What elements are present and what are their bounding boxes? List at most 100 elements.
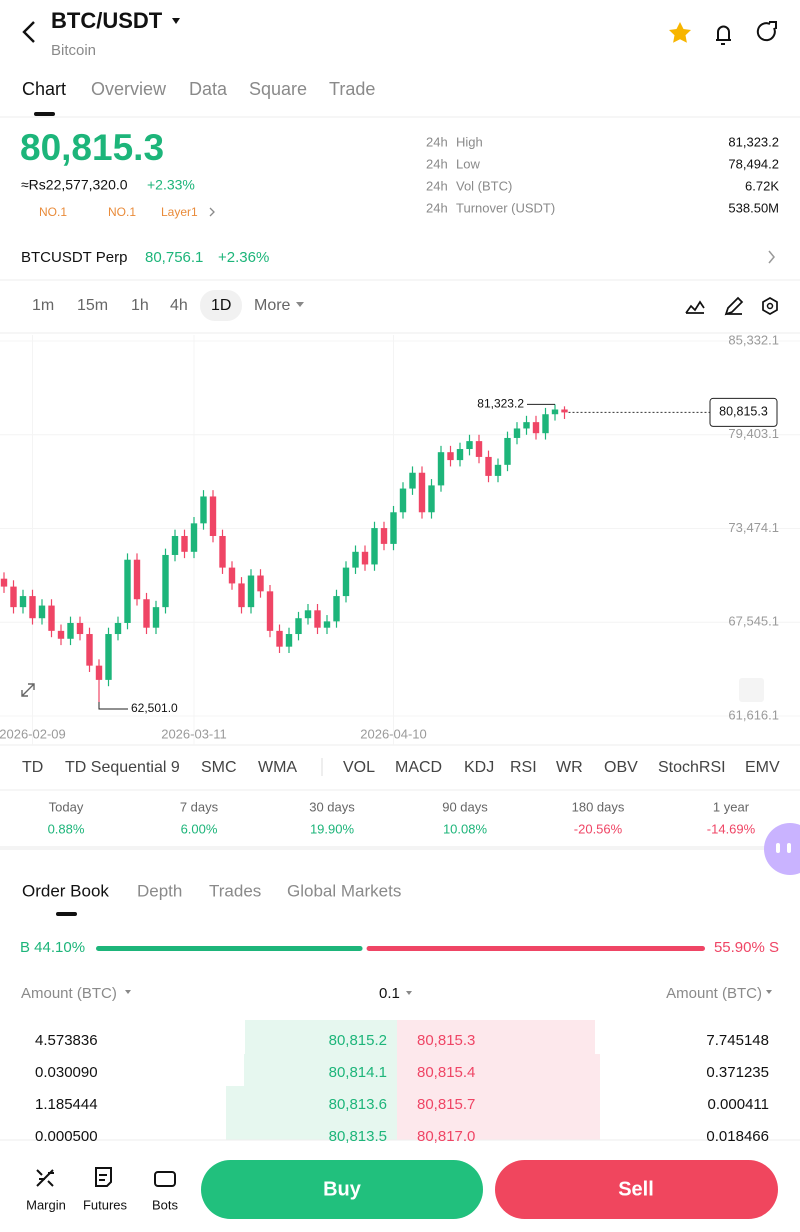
book-cell: 0.000411: [708, 1096, 769, 1113]
timeframe[interactable]: 1D: [211, 297, 231, 314]
candle-body: [371, 528, 378, 565]
pair-dropdown[interactable]: [172, 18, 180, 24]
candle-body: [418, 472, 426, 513]
column-header[interactable]: Amount (BTC): [666, 985, 762, 1002]
bots-icon[interactable]: [154, 1171, 176, 1187]
sell-label[interactable]: Sell: [618, 1178, 654, 1200]
candle-body: [323, 621, 331, 628]
perf-period: Today: [49, 799, 84, 814]
book-tab[interactable]: Depth: [137, 881, 182, 900]
book-tab[interactable]: Order Book: [22, 881, 109, 900]
tag-chevron[interactable]: [209, 207, 215, 217]
x-tick-label: 2026-03-11: [161, 726, 227, 741]
candle-body: [342, 567, 350, 597]
stat-value: 6.72K: [745, 178, 779, 193]
candle-body: [86, 634, 93, 666]
candle-body: [390, 512, 397, 544]
tab[interactable]: Square: [249, 79, 307, 99]
tab[interactable]: Overview: [91, 79, 167, 99]
assistant-bubble[interactable]: [764, 823, 800, 875]
back-button[interactable]: [22, 21, 35, 43]
book-cell: 80,815.7: [417, 1096, 475, 1113]
timeframe[interactable]: 15m: [77, 297, 108, 314]
candle-body: [399, 488, 407, 513]
auto-scale-button[interactable]: [739, 678, 764, 702]
bid-depth: [226, 1086, 397, 1118]
stat-name: Low: [456, 156, 480, 171]
candle-body: [152, 607, 160, 628]
candle-body: [95, 665, 103, 680]
stat-value: 538.50M: [728, 200, 779, 215]
indicator[interactable]: TD: [22, 759, 43, 776]
assistant-eye: [787, 843, 791, 853]
sell-ratio-label: 55.90% S: [714, 939, 779, 956]
sell-button[interactable]: [495, 1160, 778, 1219]
book-tab[interactable]: Trades: [209, 881, 261, 900]
indicator[interactable]: WR: [556, 759, 583, 776]
favorite-star[interactable]: [669, 22, 691, 43]
indicator[interactable]: RSI: [510, 759, 537, 776]
rank-tag: NO.1: [108, 205, 136, 219]
book-cell: 0.018466: [706, 1128, 769, 1145]
stat-period: 24h: [426, 156, 448, 171]
perf-value: 19.90%: [310, 821, 355, 836]
indicator-icon[interactable]: [685, 300, 705, 314]
nav-label[interactable]: Bots: [152, 1197, 179, 1212]
nav-label[interactable]: Futures: [83, 1197, 128, 1212]
book-tab[interactable]: Global Markets: [287, 881, 401, 900]
candle-body: [542, 414, 549, 434]
indicator[interactable]: StochRSI: [658, 759, 726, 776]
indicator[interactable]: WMA: [258, 759, 297, 776]
indicator[interactable]: TD Sequential 9: [65, 759, 180, 776]
column-header[interactable]: 0.1: [379, 985, 400, 1002]
indicator[interactable]: EMV: [745, 759, 780, 776]
indicator[interactable]: VOL: [343, 759, 375, 776]
bid-depth: [245, 1020, 397, 1060]
more-dropdown: [296, 302, 304, 307]
y-tick-label: 73,474.1: [728, 520, 779, 535]
settings-icon[interactable]: [762, 297, 778, 315]
last-price-label: 80,815.3: [719, 405, 768, 419]
x-tick-label: 2026-04-10: [360, 726, 427, 741]
tab[interactable]: Data: [189, 79, 228, 99]
book-cell: 80,813.6: [329, 1096, 387, 1113]
draw-icon[interactable]: [724, 296, 744, 316]
margin-icon[interactable]: [36, 1169, 54, 1187]
alert-bell[interactable]: [716, 25, 731, 45]
nav-label[interactable]: Margin: [26, 1197, 66, 1212]
stat-name: Turnover (USDT): [456, 200, 555, 215]
x-tick-label: 2026-02-09: [0, 726, 66, 741]
candle-body: [19, 596, 27, 608]
timeframe[interactable]: 1h: [131, 297, 149, 314]
y-tick-label: 85,332.1: [728, 332, 779, 347]
candle-body: [428, 485, 435, 513]
price-change: +2.33%: [147, 177, 195, 193]
book-cell: 1.185444: [35, 1096, 98, 1113]
buy-label[interactable]: Buy: [323, 1178, 362, 1200]
min-marker-label: 62,501.0: [131, 701, 178, 715]
last-price-box: [709, 397, 778, 427]
expand-icon[interactable]: [21, 683, 35, 697]
indicator[interactable]: KDJ: [464, 759, 494, 776]
candle-body: [38, 605, 46, 619]
indicator[interactable]: SMC: [201, 759, 237, 776]
indicator[interactable]: OBV: [604, 759, 638, 776]
indicator[interactable]: MACD: [395, 759, 442, 776]
book-cell: 80,815.2: [329, 1032, 387, 1049]
buy-button[interactable]: [201, 1160, 483, 1219]
tab[interactable]: Chart: [22, 79, 66, 99]
perp-price: 80,756.1: [145, 249, 203, 266]
candle-body: [105, 634, 112, 680]
timeframe[interactable]: 1m: [32, 297, 54, 314]
tab[interactable]: Trade: [329, 79, 375, 99]
timeframe[interactable]: 4h: [170, 297, 188, 314]
timeframe[interactable]: More: [254, 297, 291, 314]
futures-icon[interactable]: [95, 1167, 112, 1187]
candle-body: [238, 583, 245, 608]
column-header[interactable]: Amount (BTC): [21, 985, 117, 1002]
candle-body: [333, 596, 340, 622]
share-button[interactable]: [756, 21, 777, 42]
ask-depth: [397, 1054, 600, 1086]
perp-chevron[interactable]: [768, 250, 775, 264]
y-tick-label: 67,545.1: [728, 614, 779, 629]
